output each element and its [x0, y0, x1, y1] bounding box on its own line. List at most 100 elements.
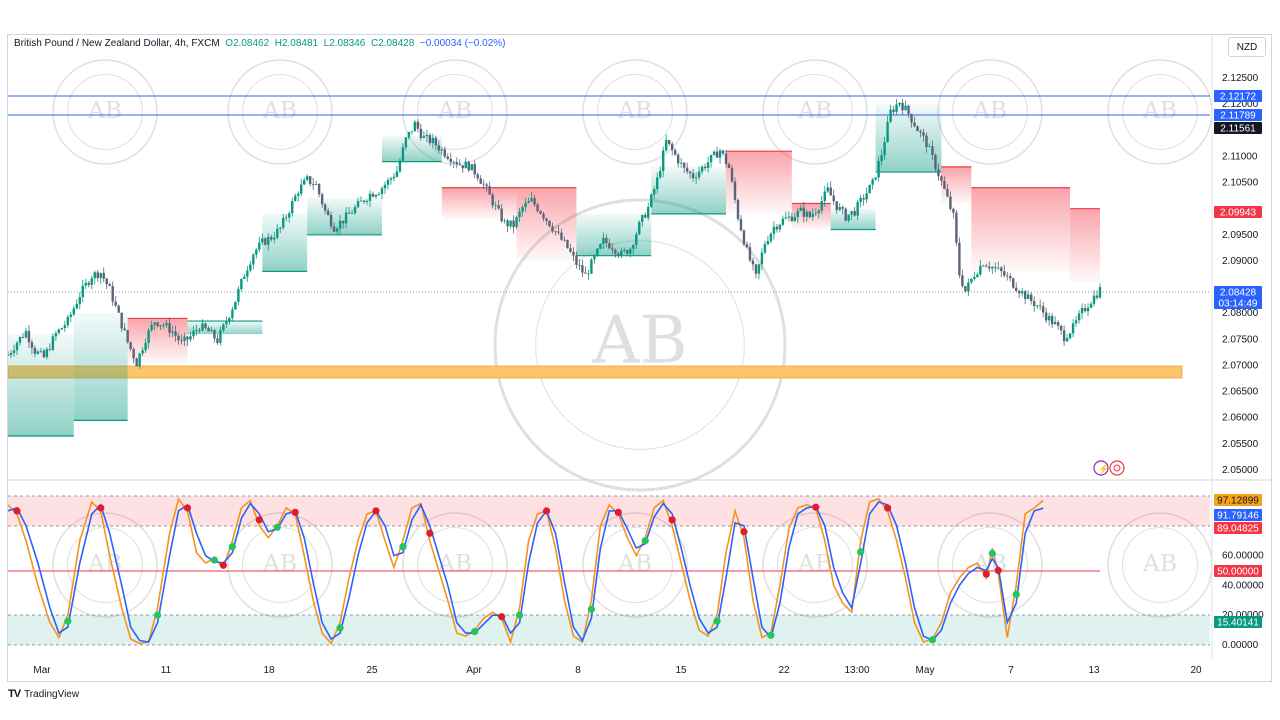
candle-body [422, 136, 426, 138]
chart-frame[interactable] [7, 34, 1272, 682]
candle-body [267, 237, 270, 245]
candle-body [635, 234, 638, 246]
candle-body [670, 143, 674, 151]
candle-body [96, 272, 99, 279]
candle-body [1089, 303, 1093, 308]
price-tag-label: 03:14:49 [1219, 299, 1258, 310]
candle-body [991, 267, 994, 269]
time-tick-label: 7 [1008, 665, 1014, 676]
candle-body [317, 184, 321, 195]
candle-body [904, 105, 907, 111]
candle-body [548, 220, 551, 227]
candle-body [282, 217, 285, 228]
candle-body [273, 237, 276, 240]
indicator-icons[interactable]: ⚡ [1093, 460, 1125, 476]
candle-body [42, 350, 46, 358]
candle-body [66, 316, 70, 326]
candle-body [476, 174, 479, 179]
watermark-letters: AB [617, 549, 652, 577]
candle-body [240, 278, 243, 290]
candle-body [323, 204, 327, 211]
candle-body [470, 164, 473, 171]
trend-fill-up [576, 213, 652, 256]
candle-body [988, 266, 991, 269]
watermark-letters: AB [1142, 96, 1177, 124]
candle-body [763, 244, 767, 253]
candle-body [72, 308, 76, 315]
time-tick-label: 8 [575, 665, 581, 676]
candle-body [279, 227, 282, 229]
candle-body [1021, 291, 1024, 294]
candle-body [54, 333, 58, 337]
bear-cross-dot [426, 529, 434, 537]
symbol-legend[interactable]: British Pound / New Zealand Dollar, 4h, … [14, 38, 506, 49]
candle-body [449, 158, 452, 163]
candle-body [751, 260, 755, 265]
candle-body [1012, 278, 1015, 288]
candle-body [252, 254, 255, 265]
bear-cross-dot [740, 528, 748, 536]
candle-body [425, 134, 429, 137]
currency-button[interactable]: NZD [1228, 37, 1266, 57]
candle-body [24, 330, 28, 338]
bull-cross-dot [228, 543, 236, 551]
candle-body [907, 105, 910, 114]
candle-body [162, 325, 165, 327]
candle-body [192, 330, 195, 337]
candle-body [461, 165, 464, 169]
candle-body [1095, 295, 1099, 298]
candle-body [829, 187, 832, 196]
candle-body [700, 166, 704, 172]
candle-body [916, 126, 919, 132]
time-tick-label: 22 [778, 665, 790, 676]
candle-body [742, 230, 746, 245]
candle-body [311, 184, 315, 185]
candle-body [494, 205, 497, 206]
osc-axis[interactable]: 60.00000 40.00000 20.00000 0.00000 [1222, 551, 1264, 651]
candle-body [174, 331, 177, 336]
candle-body [515, 217, 518, 228]
candle-body [656, 177, 659, 190]
osc-tick-label: 40.00000 [1222, 580, 1264, 591]
trend-fill-down [1070, 208, 1100, 282]
candle-body [745, 244, 749, 248]
candle-body [820, 201, 823, 211]
bear-cross-dot [668, 516, 676, 524]
price-tick-label: 2.07500 [1222, 334, 1259, 345]
candle-body [694, 177, 698, 179]
candle-body [168, 323, 171, 333]
support-zone [8, 365, 1183, 379]
price-tag-label: 2.09943 [1220, 208, 1257, 219]
candle-body [297, 193, 300, 196]
candle-body [1024, 291, 1027, 300]
candle-body [560, 232, 563, 240]
candle-body [566, 240, 569, 249]
price-axis[interactable]: 2.12500 2.12000 2.11000 2.10500 2.09500 2.090… [1222, 73, 1259, 476]
bear-cross-dot [13, 507, 21, 515]
bear-cross-dot [97, 504, 105, 512]
candle-body [620, 250, 623, 256]
tradingview-logo-icon: TV [8, 688, 21, 700]
bull-cross-dot [857, 548, 865, 556]
candle-body [682, 162, 686, 168]
time-axis[interactable]: Mar 11 18 25 Apr 8 15 22 13:00 May 7 13 20 [33, 665, 1202, 676]
candle-body [623, 249, 626, 251]
candle-body [530, 198, 533, 202]
candle-body [611, 248, 614, 250]
legend-change: −0.00034 (−0.02%) [419, 38, 506, 49]
candle-body [338, 220, 342, 229]
price-tick-label: 2.06500 [1222, 387, 1259, 398]
candle-body [69, 314, 73, 317]
candle-body [138, 353, 141, 367]
candle-body [679, 162, 683, 164]
trend-fill-down [441, 187, 517, 220]
candle-body [30, 342, 34, 348]
candle-body [255, 249, 258, 255]
trend-fill-up [73, 313, 128, 421]
candle-body [847, 214, 850, 221]
candle-body [676, 154, 680, 164]
trend-fill-up [830, 208, 876, 230]
candle-body [1047, 315, 1051, 321]
tradingview-brand[interactable]: TV TradingView [8, 688, 79, 700]
